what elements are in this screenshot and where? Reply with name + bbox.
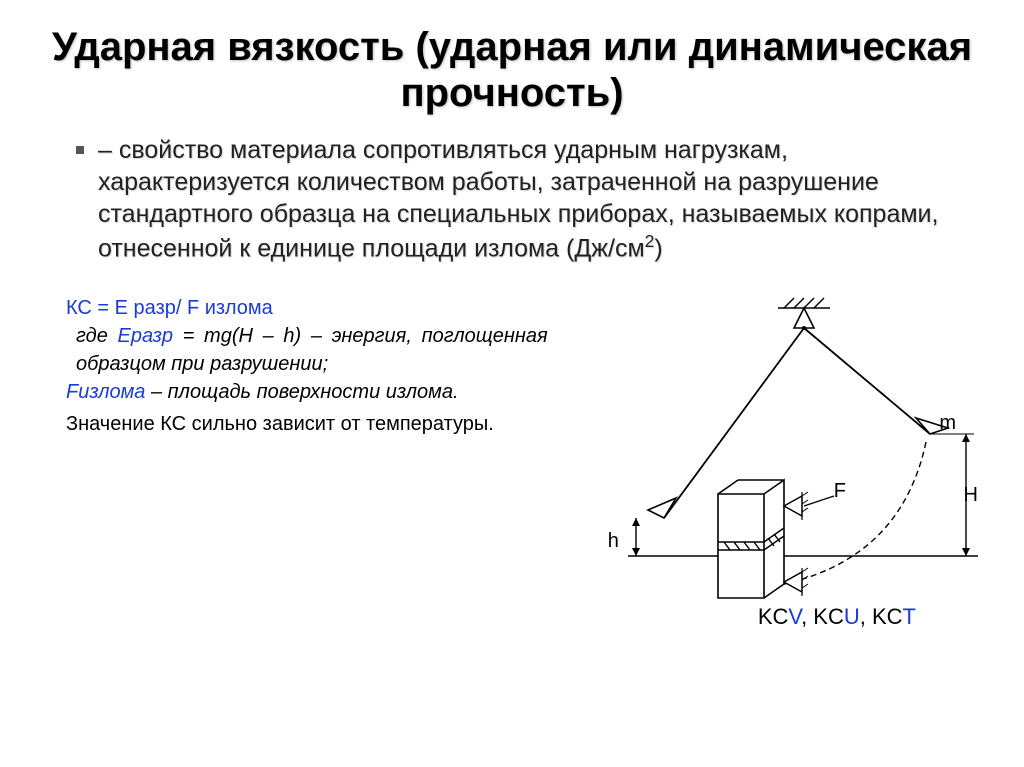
kcv-pre: KC bbox=[758, 604, 789, 629]
kcv-t: T bbox=[903, 604, 916, 629]
label-H: H bbox=[964, 484, 978, 507]
label-m: m bbox=[939, 412, 956, 435]
kcv-mid1: , KC bbox=[801, 604, 844, 629]
f-rest: – площадь поверхности излома. bbox=[145, 381, 458, 403]
lower-region: КС = E разр/ F излома где Eразр = mg(H –… bbox=[48, 294, 976, 634]
kc-equation: КС = E разр/ F излома bbox=[48, 294, 548, 322]
definition-text: – свойство материала сопротивляться удар… bbox=[98, 134, 970, 264]
where-label: где bbox=[76, 325, 117, 347]
pendulum-diagram bbox=[568, 294, 988, 614]
definition-post: ) bbox=[654, 234, 662, 262]
kc-note: Значение КС сильно зависит от температур… bbox=[48, 410, 548, 438]
f-label: Fизлома bbox=[66, 381, 145, 403]
definition-row: – свойство материала сопротивляться удар… bbox=[48, 134, 976, 264]
definition-pre: – свойство материала сопротивляться удар… bbox=[98, 136, 938, 262]
e-label: Eразр bbox=[117, 325, 173, 347]
label-h: h bbox=[608, 530, 619, 553]
formula-block: КС = E разр/ F излома где Eразр = mg(H –… bbox=[48, 294, 548, 634]
label-F: F bbox=[834, 480, 846, 503]
kcv-u: U bbox=[844, 604, 860, 629]
page-title: Ударная вязкость (ударная или динамическ… bbox=[48, 24, 976, 116]
diagram-region: m H h F KCV, KCU, KCT bbox=[568, 294, 976, 634]
definition-sup: 2 bbox=[645, 231, 655, 251]
kcv-mid2: , KC bbox=[860, 604, 903, 629]
kc-variants: KCV, KCU, KCT bbox=[758, 604, 916, 630]
bullet-icon bbox=[76, 146, 84, 154]
kcv-v: V bbox=[788, 604, 801, 629]
